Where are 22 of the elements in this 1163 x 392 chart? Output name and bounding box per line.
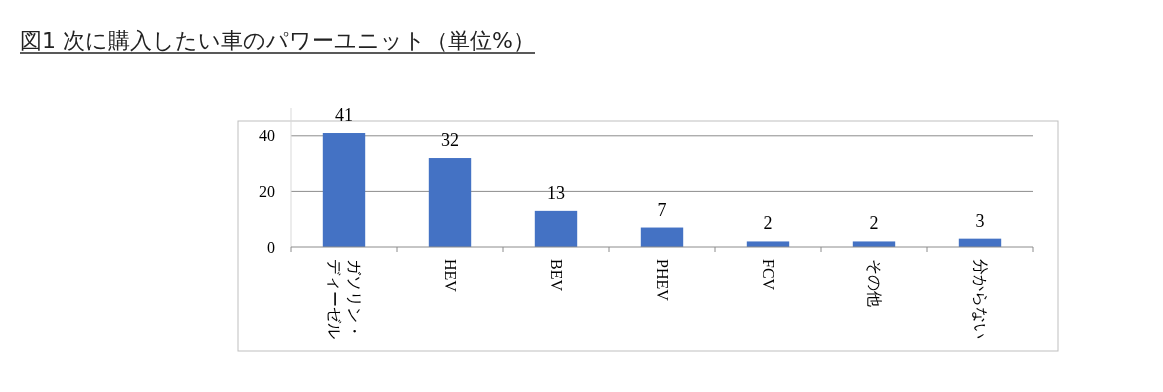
bar	[322, 133, 366, 247]
x-tick-label: 分からない	[972, 259, 989, 339]
x-tick-label: FCV	[760, 259, 777, 291]
data-label: 7	[657, 199, 667, 220]
data-label: 13	[547, 182, 565, 203]
y-tick-label: 40	[259, 127, 275, 145]
x-tick-label: その他	[866, 259, 883, 307]
chart-title: 図1 次に購入したい車のパワーユニット（単位%）	[20, 28, 535, 53]
bar	[534, 210, 578, 247]
y-tick-label: 20	[259, 183, 275, 200]
x-tick-label: HEV	[442, 259, 459, 293]
x-tick-label: PHEV	[654, 259, 671, 302]
bar	[428, 158, 472, 247]
data-label: 32	[441, 130, 459, 151]
y-tick-label: 0	[267, 238, 275, 256]
bar	[640, 227, 684, 247]
data-label: 2	[869, 213, 879, 234]
data-label: 41	[335, 105, 353, 126]
x-tick-label: BEV	[548, 259, 565, 292]
data-label: 3	[975, 210, 985, 231]
x-tick-label: ガソリン・ディーゼル	[326, 259, 363, 339]
data-label: 2	[763, 213, 773, 234]
